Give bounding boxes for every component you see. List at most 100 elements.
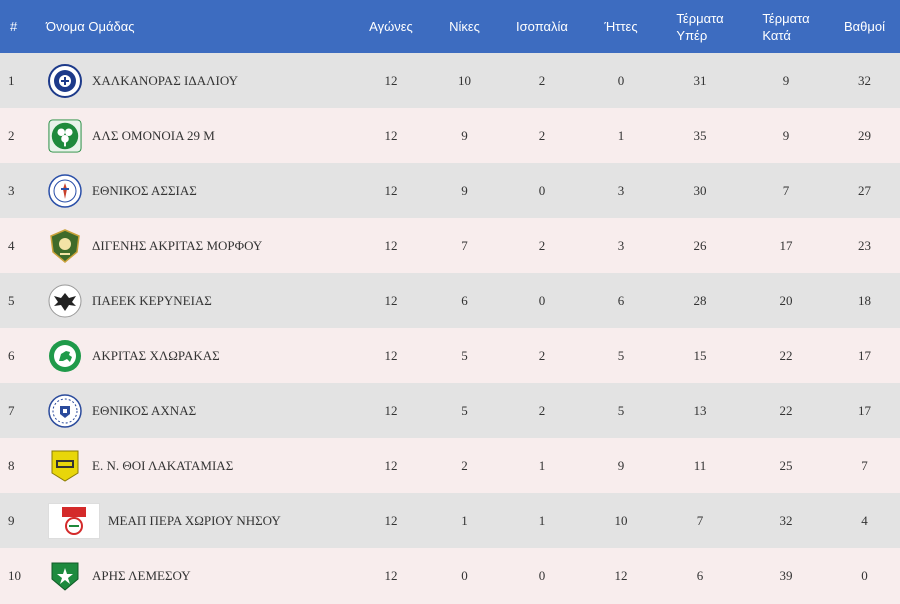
cell-goals-against: 22 [779, 347, 793, 363]
cell-team: ΜΕΑΠ ΠΕΡΑ ΧΩΡΙΟΥ ΝΗΣΟΥ [37, 493, 352, 548]
col-header-goals-for-line1: Τέρματα [676, 10, 724, 26]
cell-played: 12 [384, 182, 398, 198]
col-header-draws[interactable]: Ισοπαλία [516, 19, 568, 34]
cell-losses: 9 [617, 457, 625, 473]
cell-points: 29 [858, 127, 871, 143]
table-row: 8 Ε. Ν. ΘΟΙ ΛΑΚΑΤΑΜΙΑΣ 12 2 1 9 11 25 7 [0, 438, 900, 493]
col-header-goals-for[interactable]: Τέρματα Υπέρ [657, 0, 743, 53]
table-row: 7 ΕΘΝΙΚΟΣ ΑΧΝΑΣ 12 5 2 5 13 22 17 [0, 383, 900, 438]
cell-played: 12 [384, 402, 398, 418]
ethnikos-achnas-logo-icon [48, 393, 82, 428]
col-header-losses[interactable]: Ήττες [604, 19, 638, 34]
cell-team: ΠΑΕΕΚ ΚΕΡΥΝΕΙΑΣ [37, 273, 352, 328]
cell-draws: 0 [538, 292, 546, 308]
cell-goals-for: 35 [693, 127, 707, 143]
cell-wins: 6 [461, 292, 468, 308]
table-row: 5 ΠΑΕΕΚ ΚΕΡΥΝΕΙΑΣ 12 6 0 6 28 20 18 [0, 273, 900, 328]
cell-goals-for: 11 [693, 457, 707, 473]
cell-points: 27 [858, 182, 871, 198]
cell-draws: 1 [538, 512, 546, 528]
col-header-points[interactable]: Βαθμοί [843, 19, 886, 34]
cell-team: ΑΡΗΣ ΛΕΜΕΣΟΥ [37, 548, 352, 604]
cell-wins: 9 [461, 127, 468, 143]
team-name-link[interactable]: ΜΕΑΠ ΠΕΡΑ ΧΩΡΙΟΥ ΝΗΣΟΥ [108, 512, 281, 528]
cell-played: 12 [384, 72, 398, 88]
cell-position: 9 [8, 512, 15, 528]
table-row: 9 ΜΕΑΠ ΠΕΡΑ ΧΩΡΙΟΥ ΝΗΣΟΥ 12 1 1 10 7 32 … [0, 493, 900, 548]
col-header-played[interactable]: Αγώνες [369, 19, 413, 34]
cell-goals-against: 20 [779, 292, 793, 308]
cell-draws: 0 [538, 182, 546, 198]
cell-losses: 10 [614, 512, 628, 528]
cell-losses: 0 [617, 72, 625, 88]
cell-team: ΧΑΛΚΑΝΟΡΑΣ ΙΔΑΛΙΟΥ [37, 53, 352, 108]
col-header-wins[interactable]: Νίκες [449, 19, 480, 34]
cell-wins: 1 [461, 512, 468, 528]
cell-goals-for: 30 [693, 182, 707, 198]
cell-points: 32 [858, 72, 871, 88]
cell-position: 5 [8, 292, 15, 308]
cell-losses: 12 [614, 568, 628, 583]
cell-points: 0 [861, 568, 868, 583]
cell-position: 10 [8, 568, 21, 583]
cell-losses: 6 [617, 292, 625, 308]
team-name-link[interactable]: ΕΘΝΙΚΟΣ ΑΣΣΙΑΣ [92, 182, 197, 198]
cell-played: 12 [384, 292, 398, 308]
cell-draws: 2 [538, 237, 546, 253]
cell-played: 12 [384, 568, 398, 583]
cell-goals-for: 15 [693, 347, 707, 363]
cell-position: 8 [8, 457, 15, 473]
col-header-goals-for-line2: Υπέρ [676, 27, 708, 43]
cell-points: 17 [858, 402, 871, 418]
cell-team: ΑΛΣ ΟΜΟΝΟΙΑ 29 Μ [37, 108, 352, 163]
table-row: 1 ΧΑΛΚΑΝΟΡΑΣ ΙΔΑΛΙΟΥ 12 10 2 0 31 9 32 [0, 53, 900, 108]
cell-goals-for: 13 [693, 402, 707, 418]
header-row: # Όνομα Ομάδας Αγώνες Νίκες Ισοπαλία Ήττ… [0, 0, 900, 53]
cell-points: 18 [858, 292, 871, 308]
cell-position: 6 [8, 347, 15, 363]
cell-wins: 7 [461, 237, 468, 253]
cell-draws: 2 [538, 72, 546, 88]
col-header-position[interactable]: # [10, 19, 18, 34]
team-name-link[interactable]: ΑΚΡΙΤΑΣ ΧΛΩΡΑΚΑΣ [92, 347, 220, 363]
col-header-team[interactable]: Όνομα Ομάδας [46, 19, 135, 34]
cell-team: ΑΚΡΙΤΑΣ ΧΛΩΡΑΚΑΣ [37, 328, 352, 383]
cell-goals-against: 7 [782, 182, 790, 198]
cell-position: 3 [8, 182, 15, 198]
cell-wins: 9 [461, 182, 468, 198]
cell-position: 2 [8, 127, 15, 143]
cell-team: Ε. Ν. ΘΟΙ ΛΑΚΑΤΑΜΙΑΣ [37, 438, 352, 493]
omonoia-clover-logo-icon [48, 118, 82, 153]
cell-goals-against: 22 [779, 402, 793, 418]
cell-wins: 5 [461, 402, 468, 418]
cell-goals-for: 26 [693, 237, 707, 253]
cell-wins: 0 [461, 568, 468, 583]
col-header-goals-against-line2: Κατά [762, 27, 791, 43]
team-name-link[interactable]: ΕΘΝΙΚΟΣ ΑΧΝΑΣ [92, 402, 197, 418]
table-row: 4 ΔΙΓΕΝΗΣ ΑΚΡΙΤΑΣ ΜΟΡΦΟΥ 12 7 2 3 26 17 … [0, 218, 900, 273]
chalkanoras-logo-icon [48, 63, 82, 98]
cell-draws: 2 [538, 402, 546, 418]
akritas-horse-logo-icon [48, 339, 82, 373]
cell-played: 12 [384, 457, 398, 473]
cell-goals-against: 25 [779, 457, 793, 473]
team-name-link[interactable]: ΠΑΕΕΚ ΚΕΡΥΝΕΙΑΣ [92, 292, 212, 308]
cell-position: 1 [8, 72, 15, 88]
team-name-link[interactable]: ΔΙΓΕΝΗΣ ΑΚΡΙΤΑΣ ΜΟΡΦΟΥ [92, 237, 263, 253]
cell-losses: 3 [617, 182, 625, 198]
cell-goals-for: 31 [693, 72, 707, 88]
team-name-link[interactable]: Ε. Ν. ΘΟΙ ΛΑΚΑΤΑΜΙΑΣ [92, 457, 234, 473]
team-name-link[interactable]: ΑΡΗΣ ΛΕΜΕΣΟΥ [92, 568, 191, 583]
cell-played: 12 [384, 237, 398, 253]
table-row: 6 ΑΚΡΙΤΑΣ ΧΛΩΡΑΚΑΣ 12 5 2 5 15 22 17 [0, 328, 900, 383]
cell-draws: 0 [538, 568, 546, 583]
team-name-link[interactable]: ΧΑΛΚΑΝΟΡΑΣ ΙΔΑΛΙΟΥ [92, 72, 238, 88]
cell-team: ΕΘΝΙΚΟΣ ΑΣΣΙΑΣ [37, 163, 352, 218]
team-name-link[interactable]: ΑΛΣ ΟΜΟΝΟΙΑ 29 Μ [92, 127, 215, 143]
ethnikos-assias-logo-icon [48, 173, 82, 208]
cell-goals-against: 32 [779, 512, 793, 528]
cell-wins: 5 [461, 347, 468, 363]
col-header-goals-against[interactable]: Τέρματα Κατά [743, 0, 829, 53]
cell-played: 12 [384, 347, 398, 363]
